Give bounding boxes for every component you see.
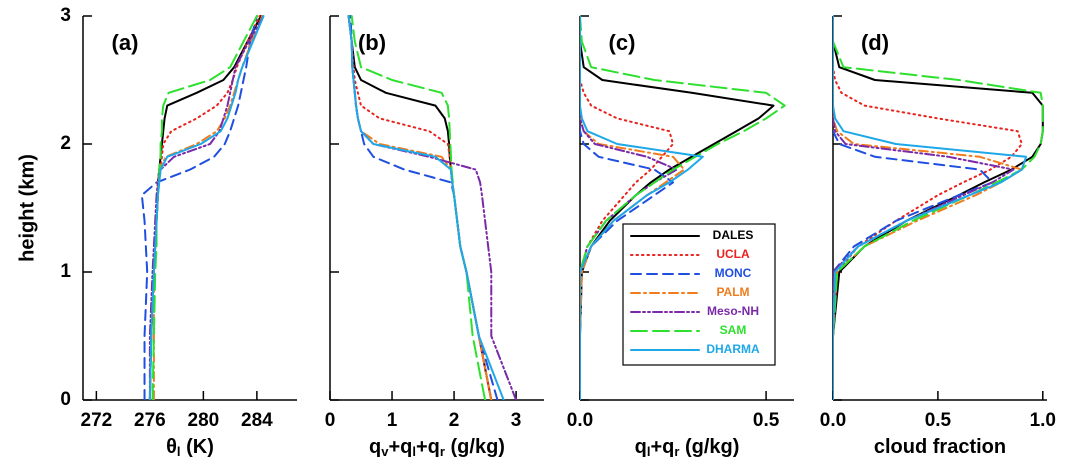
x-axis-label: ql+qr (g/kg) xyxy=(635,436,740,459)
panel: 0 1 2 3 272 276 280 284 (a) θl (K) height (km) xyxy=(16,5,297,459)
legend-label: Meso-NH xyxy=(707,304,759,318)
panel-title: (c) xyxy=(609,30,636,55)
x-axis-label-part: +q xyxy=(416,436,440,458)
x-axis-label: cloud fraction xyxy=(874,436,1006,458)
panel-title: (d) xyxy=(861,30,889,55)
profile-line xyxy=(152,15,264,400)
y-axis-label: height (km) xyxy=(16,154,38,262)
legend-box xyxy=(622,223,776,366)
profile-line xyxy=(833,15,1044,400)
profile-line xyxy=(148,15,265,400)
x-axis-label-part: (K) xyxy=(181,436,214,458)
legend-label: UCLA xyxy=(716,247,750,261)
x-tick-label: 2 xyxy=(449,410,460,431)
x-axis-label-subscript: v xyxy=(381,444,389,459)
profile-line xyxy=(151,15,258,400)
y-tick-label: 1 xyxy=(60,261,71,282)
x-tick-label: 0.5 xyxy=(753,410,780,431)
profile-line xyxy=(833,15,1028,400)
panel-title: (b) xyxy=(358,30,386,55)
panel: 0 1 2 3(b)qv+ql+qr (g/kg) xyxy=(325,15,544,459)
x-axis-label-part: θ xyxy=(166,436,177,458)
profile-line xyxy=(580,15,786,400)
legend-label: DALES xyxy=(713,228,754,242)
profile-line xyxy=(833,15,994,400)
y-tick-label: 3 xyxy=(60,5,71,26)
x-axis-label-subscript: l xyxy=(412,444,416,459)
panel-title: (a) xyxy=(112,30,139,55)
profile-line xyxy=(148,15,265,400)
y-tick-label: 2 xyxy=(60,133,71,154)
x-tick-label: 284 xyxy=(241,410,273,431)
x-axis-label-subscript: l xyxy=(177,444,181,459)
panel: 0.0 0.5 (c) ql+qr (g/kg) DALES UCLA MONC PALM Me… xyxy=(567,15,794,459)
profile-line xyxy=(347,15,493,400)
legend: DALES UCLA MONC PALM Meso-NH SAM DHARMA xyxy=(622,223,776,366)
profile-line xyxy=(347,15,505,400)
profile-line xyxy=(580,15,678,400)
profile-line xyxy=(580,15,686,400)
x-axis-label-part: (g/kg) xyxy=(445,436,505,458)
profile-line xyxy=(347,15,518,400)
x-axis-label-subscript: r xyxy=(674,444,679,459)
profile-line xyxy=(349,15,499,400)
x-tick-label: 0 xyxy=(325,410,336,431)
profile-line xyxy=(347,15,493,400)
x-axis-label-subscript: l xyxy=(647,444,651,459)
x-axis-label-subscript: r xyxy=(440,444,445,459)
x-axis-label: qv+ql+qr (g/kg) xyxy=(369,436,505,459)
x-tick-label: 0.0 xyxy=(567,410,593,431)
legend-label: MONC xyxy=(715,266,752,280)
x-tick-label: 3 xyxy=(511,410,522,431)
x-axis-label-part: cloud fraction xyxy=(874,436,1006,458)
profile-line xyxy=(350,15,487,400)
x-axis-label-part: q xyxy=(369,436,381,458)
profile-line xyxy=(347,15,493,400)
x-tick-label: 1.0 xyxy=(1030,410,1056,431)
profile-line xyxy=(580,15,704,400)
x-axis-label-part: (g/kg) xyxy=(679,436,739,458)
legend-label: SAM xyxy=(720,323,747,337)
x-tick-label: 276 xyxy=(134,410,166,431)
panel: 0.0 0.5 1.0 (d) cloud fraction xyxy=(820,15,1056,458)
x-axis-label-part: +q xyxy=(650,436,674,458)
x-tick-label: 0.5 xyxy=(925,410,952,431)
profile-line xyxy=(140,15,258,400)
x-tick-label: 0.0 xyxy=(820,410,846,431)
x-axis-label-part: q xyxy=(635,436,647,458)
y-tick-label: 0 xyxy=(60,389,71,410)
legend-label: PALM xyxy=(716,285,749,299)
x-tick-label: 280 xyxy=(188,410,220,431)
x-axis-label: θl (K) xyxy=(166,436,214,459)
x-axis-label-part: +q xyxy=(388,436,412,458)
profile-line xyxy=(148,15,261,400)
legend-label: DHARMA xyxy=(706,342,760,356)
x-tick-label: 272 xyxy=(81,410,113,431)
x-tick-label: 1 xyxy=(387,410,398,431)
